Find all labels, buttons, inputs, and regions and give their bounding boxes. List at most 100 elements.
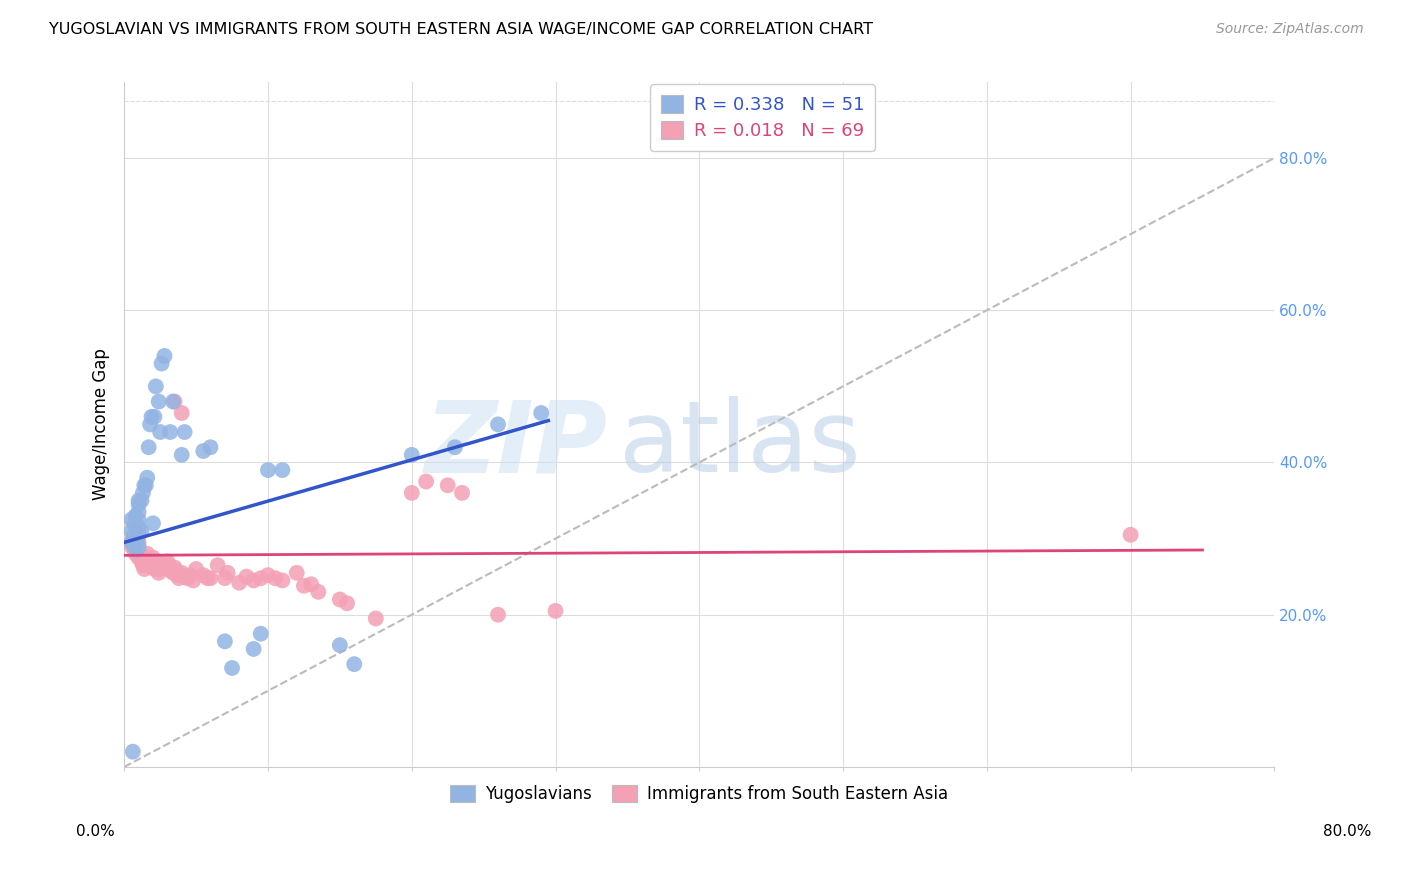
Point xyxy=(120,539,142,553)
Point xyxy=(139,417,162,432)
Point xyxy=(307,585,329,599)
Point xyxy=(135,478,157,492)
Point xyxy=(176,571,198,585)
Point xyxy=(127,532,149,546)
Point xyxy=(121,532,143,546)
Point xyxy=(157,558,180,573)
Text: 0.0%: 0.0% xyxy=(76,824,115,838)
Point xyxy=(249,626,271,640)
Point xyxy=(299,577,322,591)
Point xyxy=(193,568,215,582)
Point xyxy=(128,535,150,549)
Point xyxy=(128,528,150,542)
Point xyxy=(124,539,146,553)
Point xyxy=(530,406,553,420)
Point xyxy=(217,566,239,580)
Text: Source: ZipAtlas.com: Source: ZipAtlas.com xyxy=(1216,22,1364,37)
Point xyxy=(207,558,229,573)
Point xyxy=(128,543,150,558)
Point xyxy=(132,558,155,573)
Point xyxy=(242,574,264,588)
Point xyxy=(139,554,162,568)
Point xyxy=(148,566,170,580)
Point xyxy=(128,505,150,519)
Point xyxy=(121,745,143,759)
Point xyxy=(401,448,423,462)
Point xyxy=(235,569,257,583)
Point xyxy=(128,520,150,534)
Point xyxy=(128,550,150,565)
Point xyxy=(127,543,149,558)
Point xyxy=(329,592,352,607)
Point xyxy=(486,607,509,622)
Point xyxy=(132,486,155,500)
Point xyxy=(242,642,264,657)
Point xyxy=(141,409,163,424)
Point xyxy=(120,512,142,526)
Point xyxy=(415,475,437,489)
Point xyxy=(142,516,165,531)
Point xyxy=(138,440,160,454)
Text: 80.0%: 80.0% xyxy=(1323,824,1371,838)
Point xyxy=(125,524,148,538)
Point xyxy=(125,547,148,561)
Point xyxy=(444,440,467,454)
Point xyxy=(200,571,222,585)
Point xyxy=(120,535,142,549)
Point xyxy=(401,486,423,500)
Point xyxy=(292,579,315,593)
Point xyxy=(1119,528,1142,542)
Point xyxy=(149,562,172,576)
Point xyxy=(124,516,146,531)
Point xyxy=(146,554,169,568)
Text: ZIP: ZIP xyxy=(425,396,607,493)
Point xyxy=(364,611,387,625)
Point xyxy=(162,394,184,409)
Point xyxy=(143,409,166,424)
Point xyxy=(167,571,190,585)
Point xyxy=(162,566,184,580)
Point xyxy=(131,493,153,508)
Point xyxy=(200,440,222,454)
Point xyxy=(221,661,243,675)
Point xyxy=(451,486,474,500)
Point xyxy=(193,444,215,458)
Point xyxy=(329,638,352,652)
Point xyxy=(544,604,567,618)
Point xyxy=(142,550,165,565)
Point xyxy=(124,528,146,542)
Point xyxy=(135,550,157,565)
Point xyxy=(173,425,195,439)
Point xyxy=(128,539,150,553)
Point xyxy=(134,562,156,576)
Point xyxy=(141,558,163,573)
Point xyxy=(173,569,195,583)
Point xyxy=(285,566,308,580)
Point xyxy=(149,425,172,439)
Point xyxy=(128,512,150,526)
Point xyxy=(124,543,146,558)
Point xyxy=(145,379,167,393)
Point xyxy=(179,568,201,582)
Point xyxy=(131,554,153,568)
Point xyxy=(153,349,176,363)
Point xyxy=(257,463,280,477)
Point xyxy=(166,568,188,582)
Y-axis label: Wage/Income Gap: Wage/Income Gap xyxy=(93,349,110,500)
Point xyxy=(163,394,186,409)
Point xyxy=(170,406,193,420)
Point xyxy=(170,448,193,462)
Text: atlas: atlas xyxy=(619,396,860,493)
Point xyxy=(264,571,287,585)
Point xyxy=(125,508,148,523)
Text: YUGOSLAVIAN VS IMMIGRANTS FROM SOUTH EASTERN ASIA WAGE/INCOME GAP CORRELATION CH: YUGOSLAVIAN VS IMMIGRANTS FROM SOUTH EAS… xyxy=(49,22,873,37)
Point xyxy=(127,532,149,546)
Point xyxy=(150,357,173,371)
Point xyxy=(165,564,187,578)
Point xyxy=(124,535,146,549)
Point xyxy=(197,571,219,585)
Point xyxy=(249,571,271,585)
Point xyxy=(128,497,150,511)
Point xyxy=(131,524,153,538)
Point xyxy=(148,394,170,409)
